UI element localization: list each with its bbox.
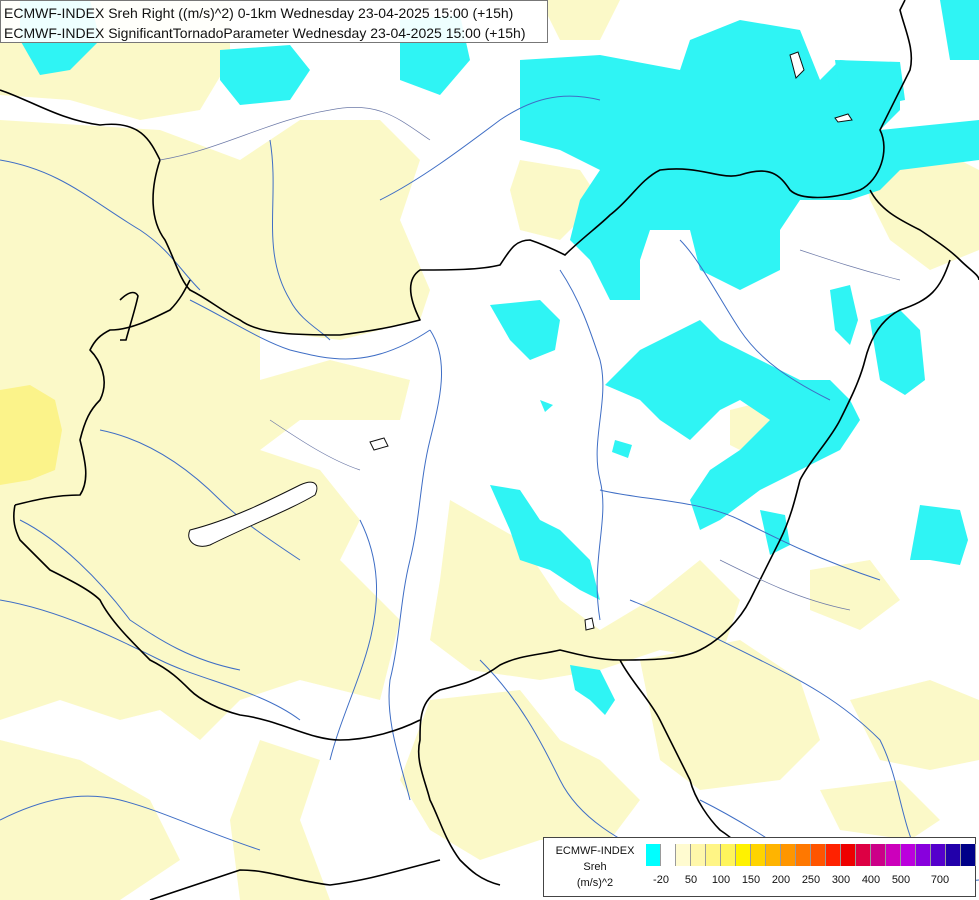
rivers	[0, 95, 979, 885]
map-title-box: ECMWF-INDEX Sreh Right ((m/s)^2) 0-1km W…	[0, 0, 548, 43]
sreh-moderate-region	[0, 385, 62, 485]
lakes	[188, 51, 853, 631]
legend-swatch	[796, 844, 811, 866]
legend-tick-label: 500	[891, 874, 911, 886]
legend-swatch	[676, 844, 691, 866]
legend-tick-label: 200	[771, 874, 791, 886]
legend-tick-label: 300	[831, 874, 851, 886]
legend-swatch	[721, 844, 736, 866]
legend-swatch	[961, 844, 976, 866]
legend-swatch	[901, 844, 916, 866]
legend-swatch	[766, 844, 781, 866]
legend-unit: (m/s)^2	[576, 877, 614, 889]
legend-tick-label: -20	[653, 874, 669, 886]
map-title-sreh: ECMWF-INDEX Sreh Right ((m/s)^2) 0-1km W…	[4, 5, 514, 21]
color-legend: ECMWF-INDEX Sreh (m/s)^2 -20 50 100 150 200 2…	[543, 837, 976, 897]
legend-swatch	[706, 844, 721, 866]
legend-variable: Sreh	[583, 861, 607, 873]
legend-swatch	[691, 844, 706, 866]
legend-swatch	[886, 844, 901, 866]
legend-tick-label: 250	[801, 874, 821, 886]
legend-swatch	[781, 844, 796, 866]
legend-swatch	[931, 844, 946, 866]
legend-tick-label: 150	[741, 874, 761, 886]
legend-swatch	[646, 844, 661, 866]
legend-swatch	[946, 844, 961, 866]
legend-tick-label: 700	[930, 874, 950, 886]
legend-swatch	[826, 844, 841, 866]
legend-swatch	[736, 844, 751, 866]
legend-swatch	[871, 844, 886, 866]
legend-tick-label: 400	[861, 874, 881, 886]
legend-swatch	[856, 844, 871, 866]
legend-tick-label: 50	[684, 874, 698, 886]
legend-swatch	[661, 844, 676, 866]
legend-tick-label: 100	[711, 874, 731, 886]
region-borders	[159, 106, 901, 611]
legend-swatch	[811, 844, 826, 866]
legend-swatch	[916, 844, 931, 866]
legend-swatch	[841, 844, 856, 866]
map-title-stp: ECMWF-INDEX SignificantTornadoParameter …	[4, 25, 526, 41]
legend-source: ECMWF-INDEX	[555, 845, 635, 857]
legend-swatch	[751, 844, 766, 866]
